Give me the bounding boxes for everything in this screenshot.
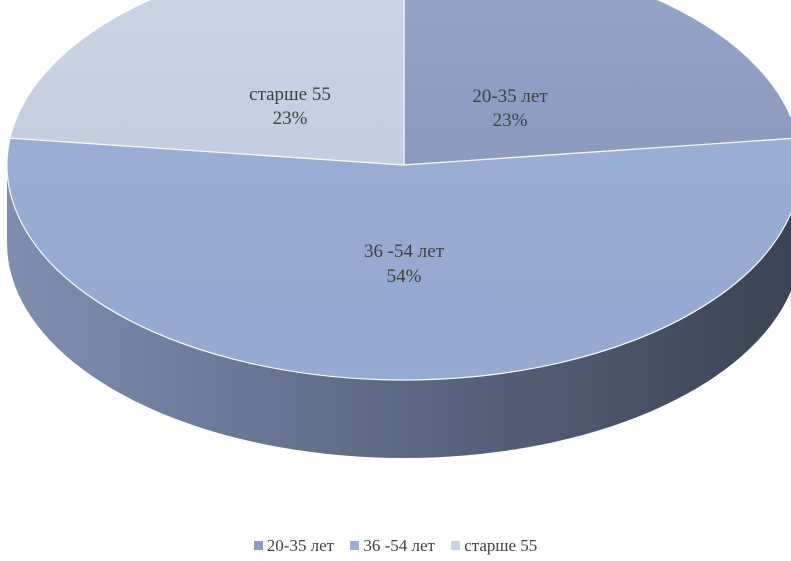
- pie-side-wall: [7, 165, 791, 458]
- pie-label-layer: 20-35 лет 23% 36 -54 лет 54% старше 55 2…: [249, 84, 548, 287]
- chart-legend: 20-35 лет 36 -54 лет старше 55: [0, 536, 791, 556]
- slice-label-1-value: 54%: [387, 266, 422, 287]
- slice-label-0-value: 23%: [493, 110, 528, 131]
- pie-top-layer: [6, 0, 791, 381]
- legend-swatch-20-35: [253, 541, 263, 550]
- legend-label-20-35: 20-35 лет: [266, 536, 335, 555]
- pie-top-sheen: [7, 0, 791, 380]
- legend-item-36-54: 36 -54 лет: [350, 536, 435, 556]
- slice-label-1-name: 36 -54 лет: [364, 241, 445, 262]
- slice-label-2-name: старше 55: [249, 84, 331, 105]
- legend-label-36-54: 36 -54 лет: [363, 536, 435, 555]
- pie-side-layer: [7, 165, 791, 458]
- slice-label-0-name: 20-35 лет: [472, 86, 548, 107]
- legend-item-20-35: 20-35 лет: [253, 536, 335, 556]
- legend-swatch-over-55: [451, 541, 461, 550]
- legend-swatch-36-54: [350, 541, 360, 550]
- legend-item-over-55: старше 55: [451, 536, 537, 556]
- slice-label-2-value: 23%: [273, 108, 308, 129]
- legend-label-over-55: старше 55: [464, 536, 538, 555]
